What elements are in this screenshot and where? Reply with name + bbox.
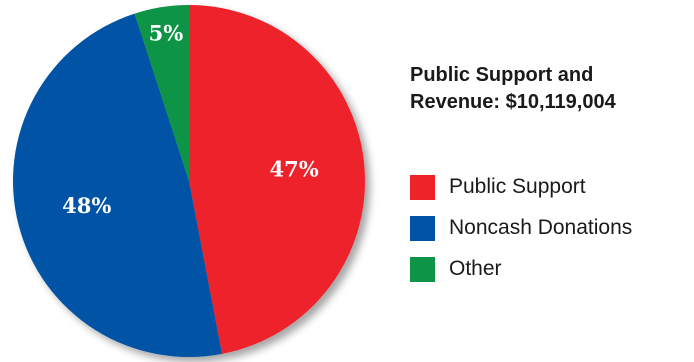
legend-swatch-other <box>410 256 435 282</box>
chart-title: Public Support and Revenue: $10,119,004 <box>410 62 690 116</box>
legend-label-noncash-donations: Noncash Donations <box>449 216 633 239</box>
pie-slice-label-noncash-donations: 48% <box>62 193 111 218</box>
legend-swatch-noncash-donations <box>410 215 435 241</box>
legend-swatch-public-support <box>410 174 435 200</box>
chart-title-line-1: Public Support and <box>410 64 594 86</box>
legend-label-other: Other <box>449 257 502 280</box>
legend-label-public-support: Public Support <box>449 175 586 198</box>
legend-item-noncash-donations: Noncash Donations <box>410 213 632 243</box>
pie-slice-noncash-donations <box>12 13 222 358</box>
pie-slice-label-other: 5% <box>149 20 184 45</box>
pie-chart: 47% 48% 5% <box>12 5 366 358</box>
pie-slice-labels: 47% 48% 5% <box>62 20 319 217</box>
pie-slice-label-public-support: 47% <box>270 157 319 182</box>
pie-slice-public-support <box>189 5 366 354</box>
chart-title-line-2: Revenue: $10,119,004 <box>410 91 616 113</box>
pie-slice-other <box>134 5 189 181</box>
legend-item-public-support: Public Support <box>410 172 632 202</box>
pie-slices <box>12 5 366 358</box>
legend: Public Support Noncash Donations Other <box>410 172 632 295</box>
legend-item-other: Other <box>410 254 632 284</box>
